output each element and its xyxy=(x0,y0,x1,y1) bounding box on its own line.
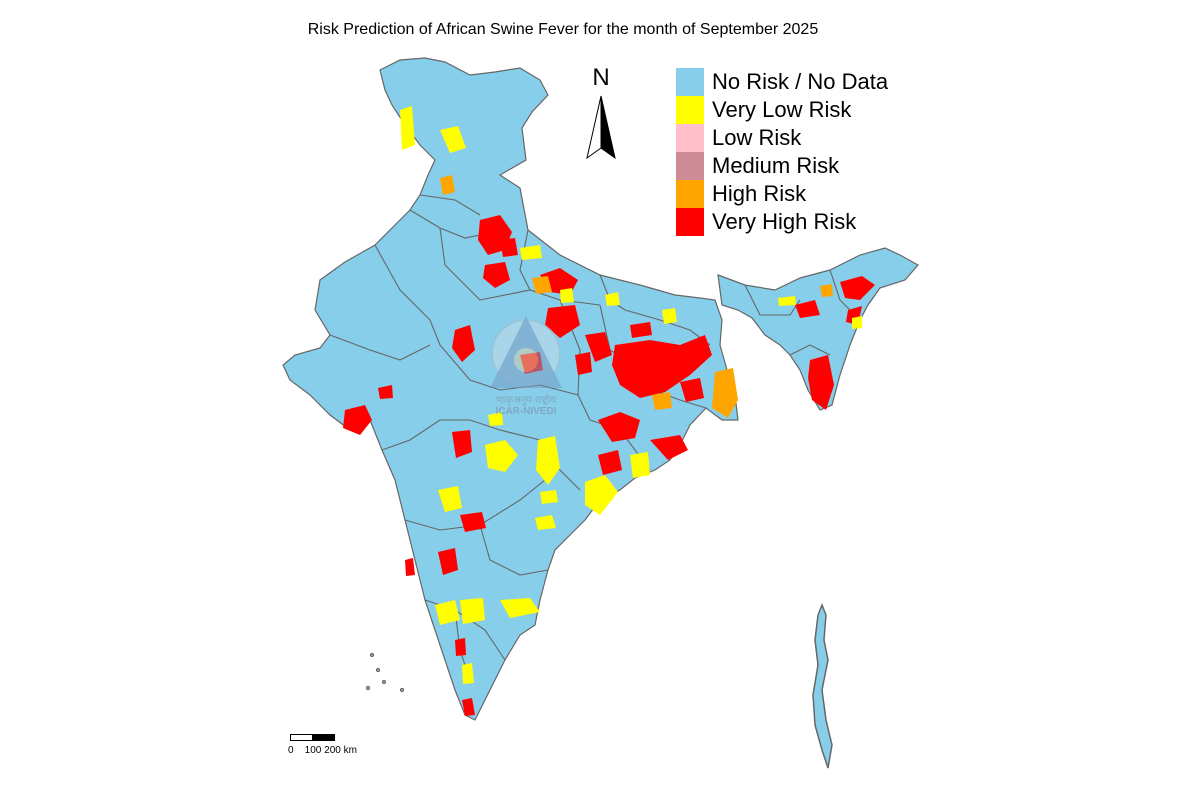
legend-item-medium-risk: Medium Risk xyxy=(676,152,888,180)
legend-swatch-very-low-risk xyxy=(676,96,704,124)
legend-swatch-medium-risk xyxy=(676,152,704,180)
legend-label: Low Risk xyxy=(712,125,802,150)
andaman-islands xyxy=(812,602,833,769)
legend-swatch-high-risk xyxy=(676,180,704,208)
legend-label: Medium Risk xyxy=(712,153,840,178)
legend-item-very-low-risk: Very Low Risk xyxy=(676,96,888,124)
legend-item-high-risk: High Risk xyxy=(676,180,888,208)
legend-label: Very High Risk xyxy=(712,209,857,234)
watermark-logo-icon xyxy=(490,316,562,389)
very-low-risk-districts xyxy=(400,106,862,684)
risk-legend: No Risk / No Data Very Low Risk Low Risk… xyxy=(676,68,888,236)
north-arrow: N xyxy=(583,64,619,164)
legend-swatch-low-risk xyxy=(676,124,704,152)
north-label: N xyxy=(592,64,610,91)
legend-swatch-no-risk xyxy=(676,68,704,96)
legend-label: High Risk xyxy=(712,181,807,206)
legend-item-very-high-risk: Very High Risk xyxy=(676,208,888,236)
legend-label: No Risk / No Data xyxy=(712,69,889,94)
icar-nivedi-watermark: भाकृअनुप-राष्ट्रीय ICAR-NIVEDI xyxy=(470,300,582,420)
watermark-text-hindi: भाकृअनुप-राष्ट्रीय xyxy=(495,395,557,406)
scale-bar: 0 100 200 km xyxy=(288,734,357,756)
legend-item-no-risk: No Risk / No Data xyxy=(676,68,888,96)
map-title: Risk Prediction of African Swine Fever f… xyxy=(307,21,819,38)
scale-bar-graphic xyxy=(290,734,335,741)
legend-swatch-very-high-risk xyxy=(676,208,704,236)
scale-label: 0 100 200 km xyxy=(288,745,357,756)
watermark-text-english: ICAR-NIVEDI xyxy=(495,406,557,417)
high-risk-districts xyxy=(440,175,833,418)
legend-item-low-risk: Low Risk xyxy=(676,124,888,152)
north-arrow-icon xyxy=(586,95,616,160)
lakshadweep-islands xyxy=(365,652,405,693)
legend-label: Very Low Risk xyxy=(712,97,852,122)
